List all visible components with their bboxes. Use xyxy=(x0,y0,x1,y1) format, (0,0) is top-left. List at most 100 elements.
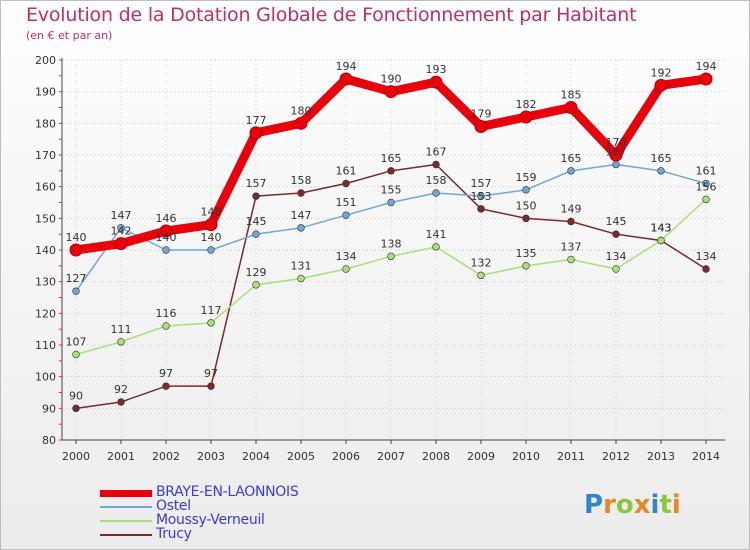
data-label: 132 xyxy=(471,256,492,269)
data-label: 134 xyxy=(606,250,627,263)
data-point xyxy=(162,382,170,390)
data-label: 135 xyxy=(516,247,537,260)
data-point xyxy=(384,85,398,99)
logo-letter: t xyxy=(659,490,672,520)
data-point xyxy=(297,274,305,283)
data-label: 134 xyxy=(336,250,357,263)
legend-label: Moussy-Verneuil xyxy=(156,512,265,528)
data-point xyxy=(297,224,305,232)
x-tick-label: 2008 xyxy=(422,450,450,463)
x-tick-label: 2007 xyxy=(377,450,405,463)
data-label: 151 xyxy=(336,196,357,209)
data-label: 142 xyxy=(111,225,132,238)
x-tick-label: 2014 xyxy=(692,450,720,463)
data-label: 143 xyxy=(651,222,672,235)
data-point xyxy=(117,224,125,232)
data-label: 161 xyxy=(696,165,717,178)
data-label: 140 xyxy=(201,231,222,244)
y-tick-label: 170 xyxy=(35,149,56,162)
x-tick-label: 2002 xyxy=(152,450,180,463)
x-tick-label: 2000 xyxy=(62,450,90,463)
data-point xyxy=(114,237,128,251)
data-label: 156 xyxy=(696,180,717,193)
logo-letter: P xyxy=(584,490,604,520)
logo-letter: r xyxy=(603,490,616,520)
data-point xyxy=(72,404,80,413)
data-label: 146 xyxy=(156,212,177,225)
chart-title: Evolution de la Dotation Globale de Fonc… xyxy=(26,4,637,26)
data-point xyxy=(387,198,395,207)
data-label: 107 xyxy=(66,336,87,349)
x-tick-label: 2009 xyxy=(467,450,495,463)
logo-letter: x xyxy=(633,490,651,520)
data-point xyxy=(612,265,620,273)
data-point xyxy=(69,243,83,257)
data-point xyxy=(252,192,260,200)
data-label: 134 xyxy=(696,250,717,263)
data-label: 148 xyxy=(201,206,222,219)
x-tick-label: 2006 xyxy=(332,450,360,463)
data-label: 127 xyxy=(66,272,87,285)
y-tick-label: 160 xyxy=(35,181,56,194)
data-label: 117 xyxy=(201,304,222,317)
data-label: 161 xyxy=(336,165,357,178)
chart-subtitle: (en € et par an) xyxy=(26,29,113,42)
y-tick-label: 100 xyxy=(35,371,56,384)
y-tick-label: 190 xyxy=(35,86,56,99)
data-label: 97 xyxy=(204,367,218,380)
data-label: 140 xyxy=(156,231,177,244)
data-point xyxy=(522,214,530,223)
data-point xyxy=(567,255,575,264)
data-label: 149 xyxy=(561,203,582,216)
data-label: 116 xyxy=(156,307,177,320)
data-label: 192 xyxy=(651,66,672,79)
data-label: 180 xyxy=(291,104,312,117)
data-point xyxy=(117,338,125,346)
data-point xyxy=(477,192,485,200)
data-point xyxy=(297,189,305,197)
data-label: 145 xyxy=(246,215,267,228)
y-tick-label: 120 xyxy=(35,307,56,320)
logo-letter: i xyxy=(650,490,660,520)
legend-label: Ostel xyxy=(156,498,191,514)
data-label: 179 xyxy=(471,108,492,121)
logo-letter: i xyxy=(671,490,681,520)
x-tick-label: 2012 xyxy=(602,450,630,463)
data-label: 147 xyxy=(111,209,132,222)
data-label: 165 xyxy=(561,152,582,165)
x-tick-label: 2001 xyxy=(107,450,135,463)
x-tick-label: 2011 xyxy=(557,450,585,463)
data-label: 194 xyxy=(696,60,717,73)
y-tick-label: 110 xyxy=(35,339,56,352)
data-point xyxy=(567,217,575,226)
x-tick-label: 2003 xyxy=(197,450,225,463)
legend-label: BRAYE-EN-LAONNOIS xyxy=(156,484,299,500)
data-point xyxy=(429,75,443,89)
data-point xyxy=(612,160,620,169)
data-point xyxy=(702,195,710,204)
data-point xyxy=(657,167,665,175)
y-tick-label: 90 xyxy=(42,402,56,415)
data-point xyxy=(612,230,620,238)
legend-label: Trucy xyxy=(156,526,192,542)
data-label: 165 xyxy=(651,152,672,165)
data-label: 193 xyxy=(426,63,447,76)
data-point xyxy=(72,287,80,295)
legend-swatch xyxy=(100,534,152,536)
data-point xyxy=(477,271,485,280)
data-label: 147 xyxy=(291,209,312,222)
x-tick-label: 2005 xyxy=(287,450,315,463)
data-point xyxy=(702,179,710,188)
logo-letter: o xyxy=(615,490,634,520)
data-point xyxy=(609,148,623,162)
data-point xyxy=(519,110,533,124)
data-label: 182 xyxy=(516,98,537,111)
data-point xyxy=(342,265,350,273)
data-label: 167 xyxy=(606,146,627,159)
data-label: 157 xyxy=(246,177,267,190)
data-point xyxy=(207,382,215,390)
data-point xyxy=(342,179,350,188)
y-tick-label: 200 xyxy=(35,54,56,67)
data-point xyxy=(159,224,173,238)
data-label: 145 xyxy=(606,215,627,228)
